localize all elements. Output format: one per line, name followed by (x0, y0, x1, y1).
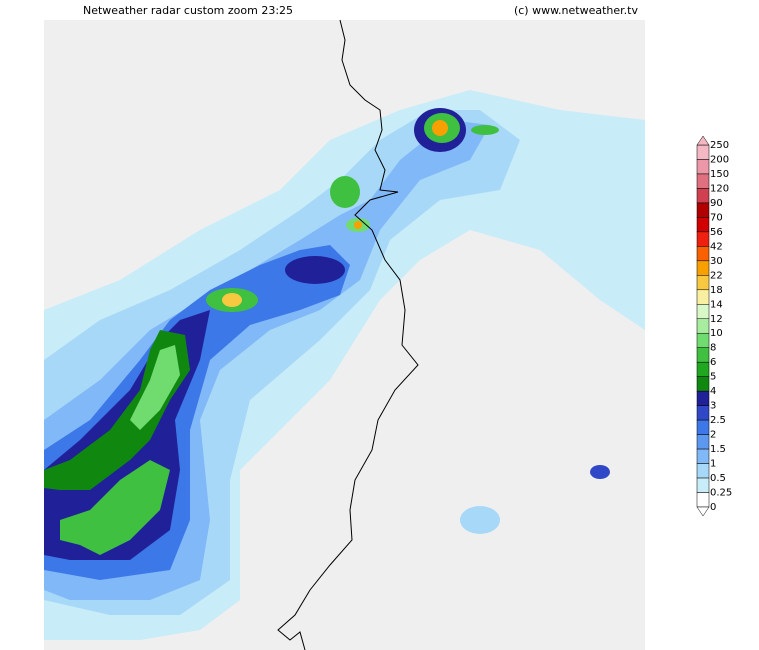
legend-swatch (696, 376, 710, 392)
legend-swatch (696, 390, 710, 406)
legend-label: 4 (710, 386, 716, 397)
radar-echoes (44, 90, 645, 640)
legend-arrow-bottom (696, 506, 710, 517)
echo-green-3 (130, 345, 180, 430)
legend-label: 10 (710, 328, 723, 339)
legend-swatch (696, 188, 710, 204)
legend-swatch (696, 477, 710, 493)
legend-swatch (696, 289, 710, 305)
legend-swatch (696, 434, 710, 450)
echo-cell (285, 256, 345, 284)
legend-arrow-top (696, 135, 710, 146)
legend-label: 42 (710, 241, 723, 252)
legend-label: 0.25 (710, 488, 732, 499)
legend-label: 1 (710, 459, 716, 470)
legend-swatch (696, 246, 710, 262)
legend-swatch (696, 347, 710, 363)
legend-swatch (696, 318, 710, 334)
legend-swatch (696, 275, 710, 291)
legend-label: 30 (710, 256, 723, 267)
legend-label: 8 (710, 343, 716, 354)
echo-cell (330, 176, 360, 208)
legend-label: 6 (710, 357, 716, 368)
legend-label: 22 (710, 270, 723, 281)
legend-swatch (696, 202, 710, 218)
legend-label: 3 (710, 401, 716, 412)
echo-cell (460, 506, 500, 534)
legend-swatch (696, 260, 710, 276)
legend: 25020015012090705642302218141210865432.5… (696, 135, 732, 517)
legend-label: 2 (710, 430, 716, 441)
legend-label: 56 (710, 227, 723, 238)
legend-swatch (696, 448, 710, 464)
legend-swatch (696, 463, 710, 479)
legend-label: 14 (710, 299, 723, 310)
legend-label: 12 (710, 314, 723, 325)
echo-cell (590, 465, 610, 479)
legend-label: 90 (710, 198, 723, 209)
legend-label: 0.5 (710, 473, 726, 484)
legend-swatch (696, 332, 710, 348)
legend-label: 250 (710, 140, 729, 151)
legend-label: 70 (710, 212, 723, 223)
legend-label: 18 (710, 285, 723, 296)
legend-label: 150 (710, 169, 729, 180)
legend-swatch (696, 173, 710, 189)
echo-cell (471, 125, 499, 135)
legend-swatch (696, 231, 710, 247)
legend-label: 1.5 (710, 444, 726, 455)
legend-swatch (696, 159, 710, 175)
echo-cell-core (432, 120, 448, 136)
legend-label: 5 (710, 372, 716, 383)
copyright: (c) www.netweather.tv (514, 4, 639, 17)
coastline (277, 19, 419, 650)
echo-cell-core (354, 221, 362, 229)
legend-swatch (696, 361, 710, 377)
legend-label: 200 (710, 154, 729, 165)
echo-green-2 (60, 460, 170, 555)
map (44, 19, 645, 650)
legend-label: 2.5 (710, 415, 726, 426)
legend-swatch (696, 419, 710, 435)
legend-swatch (696, 405, 710, 421)
legend-swatch (696, 304, 710, 320)
echo-cell-core (222, 293, 242, 307)
legend-swatch (696, 492, 710, 508)
legend-label: 120 (710, 183, 729, 194)
legend-swatch (696, 217, 710, 233)
title: Netweather radar custom zoom 23:25 (83, 4, 293, 17)
legend-swatch (696, 144, 710, 160)
legend-label: 0 (710, 502, 716, 513)
